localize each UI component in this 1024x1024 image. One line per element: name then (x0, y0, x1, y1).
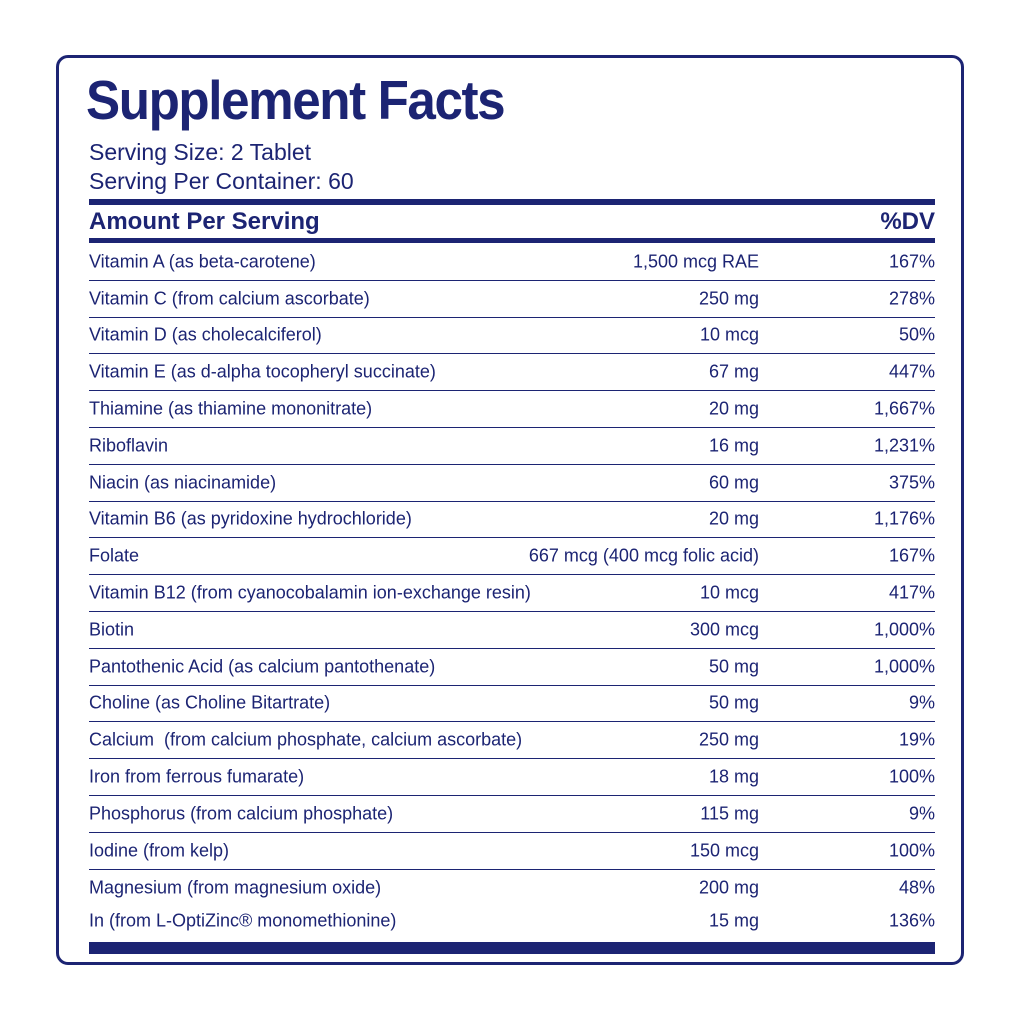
amount: 20 mg (708, 508, 759, 529)
nutrient-name: Vitamin B12 (from cyanocobalamin ion-exc… (89, 582, 531, 603)
nutrient-row: Choline (as Choline Bitartrate) 50 mg 9% (89, 686, 935, 723)
daily-value: 100% (888, 840, 935, 861)
nutrient-name: Vitamin C (from calcium ascorbate) (89, 288, 370, 309)
nutrient-name: Vitamin A (as beta-carotene) (89, 251, 316, 272)
amount: 18 mg (708, 766, 759, 787)
amount: 667 mcg (400 mcg folic acid) (528, 545, 759, 566)
daily-value: 1,667% (873, 398, 935, 419)
daily-value: 1,231% (873, 435, 935, 456)
nutrient-name: Niacin (as niacinamide) (89, 472, 277, 493)
amount: 115 mg (700, 803, 759, 824)
divider (89, 199, 935, 205)
nutrient-row: Vitamin C (from calcium ascorbate) 250 mg… (89, 281, 935, 318)
daily-value: 375% (888, 472, 935, 493)
divider (89, 942, 935, 954)
amount: 20 mg (708, 398, 759, 419)
nutrient-name: Pantothenic Acid (as calcium pantothenat… (89, 656, 436, 677)
nutrient-table: Vitamin A (as beta-carotene) 1,500 mcg RA… (89, 244, 935, 936)
nutrient-row: Vitamin B6 (as pyridoxine hydrochloride)… (89, 502, 935, 539)
amount: 1,500 mcg RAE (632, 251, 759, 272)
nutrient-row: In (from L-OptiZinc® monomethionine) 15 m… (89, 906, 935, 936)
daily-value: 9% (908, 803, 935, 824)
nutrient-row: Iodine (from kelp) 150 mcg 100% (89, 833, 935, 870)
amount: 300 mcg (689, 619, 759, 640)
nutrient-name: Calcium (from calcium phosphate, calcium… (89, 729, 523, 750)
nutrient-row: Calcium (from calcium phosphate, calcium… (89, 722, 935, 760)
nutrient-name: In (from L-OptiZinc® monomethionine) (89, 910, 397, 931)
daily-value: 9% (908, 692, 935, 713)
daily-value: 136% (888, 910, 935, 931)
daily-value: 1,000% (873, 619, 935, 640)
amount: 250 mg (698, 729, 759, 750)
daily-value: 167% (888, 251, 935, 272)
daily-value: 19% (898, 729, 935, 750)
nutrient-row: Vitamin D (as cholecalciferol) 10 mcg 50% (89, 318, 935, 355)
nutrient-name: Vitamin E (as d-alpha tocopheryl succina… (89, 361, 436, 382)
amount: 67 mg (708, 361, 759, 382)
nutrient-name: Magnesium (from magnesium oxide) (89, 877, 382, 898)
nutrient-row: Vitamin A (as beta-carotene) 1,500 mcg RA… (89, 244, 935, 281)
daily-value: 1,176% (873, 508, 935, 529)
amount: 10 mcg (699, 582, 759, 603)
nutrient-name: Vitamin B6 (as pyridoxine hydrochloride) (89, 508, 412, 529)
serving-size: Serving Size: 2 Tablet (89, 139, 312, 165)
daily-value: 167% (888, 545, 935, 566)
nutrient-row: Folate 667 mcg (400 mcg folic acid) 167% (89, 538, 935, 576)
amount: 16 mg (708, 435, 759, 456)
nutrient-row: Niacin (as niacinamide) 60 mg 375% (89, 465, 935, 502)
nutrient-row: Biotin 300 mcg 1,000% (89, 612, 935, 649)
nutrient-row: Thiamine (as thiamine mononitrate) 20 mg 1… (89, 391, 935, 428)
nutrient-name: Folate (89, 545, 140, 566)
nutrient-name: Choline (as Choline Bitartrate) (89, 692, 331, 713)
column-header: Amount Per Serving (89, 208, 320, 235)
nutrient-row: Vitamin B12 (from cyanocobalamin ion-exc… (89, 575, 935, 612)
nutrient-row: Magnesium (from magnesium oxide) 200 mg 48… (89, 870, 935, 907)
divider (89, 238, 935, 243)
daily-value: 278% (888, 288, 935, 309)
daily-value: 1,000% (873, 656, 935, 677)
label-border (56, 55, 964, 965)
daily-value: 48% (898, 877, 935, 898)
title: Supplement Facts (86, 69, 506, 131)
daily-value: 100% (888, 766, 935, 787)
amount: 50 mg (708, 692, 759, 713)
nutrient-name: Iron from ferrous fumarate) (89, 766, 305, 787)
servings-per-container: Serving Per Container: 60 (89, 168, 354, 194)
amount: 60 mg (708, 472, 759, 493)
nutrient-name: Phosphorus (from calcium phosphate) (89, 803, 394, 824)
nutrient-row: Vitamin E (as d-alpha tocopheryl succina… (89, 354, 935, 392)
nutrient-name: Vitamin D (as cholecalciferol) (89, 324, 322, 345)
amount: 250 mg (698, 288, 759, 309)
nutrient-row: Riboflavin 16 mg 1,231% (89, 428, 935, 465)
amount: 15 mg (708, 910, 759, 931)
nutrient-row: Iron from ferrous fumarate) 18 mg 100% (89, 759, 935, 796)
daily-value: 417% (888, 582, 935, 603)
amount: 10 mcg (699, 324, 759, 345)
amount: 150 mcg (689, 840, 759, 861)
daily-value: 50% (898, 324, 935, 345)
amount: 200 mg (698, 877, 759, 898)
nutrient-name: Iodine (from kelp) (89, 840, 230, 861)
nutrient-name: Thiamine (as thiamine mononitrate) (89, 398, 373, 419)
nutrient-row: Phosphorus (from calcium phosphate) 115 m… (89, 796, 935, 833)
column-header: %DV (880, 208, 935, 235)
daily-value: 447% (888, 361, 935, 382)
nutrient-name: Biotin (89, 619, 135, 640)
amount: 50 mg (708, 656, 759, 677)
nutrient-row: Pantothenic Acid (as calcium pantothenat… (89, 649, 935, 686)
nutrient-name: Riboflavin (89, 435, 169, 456)
